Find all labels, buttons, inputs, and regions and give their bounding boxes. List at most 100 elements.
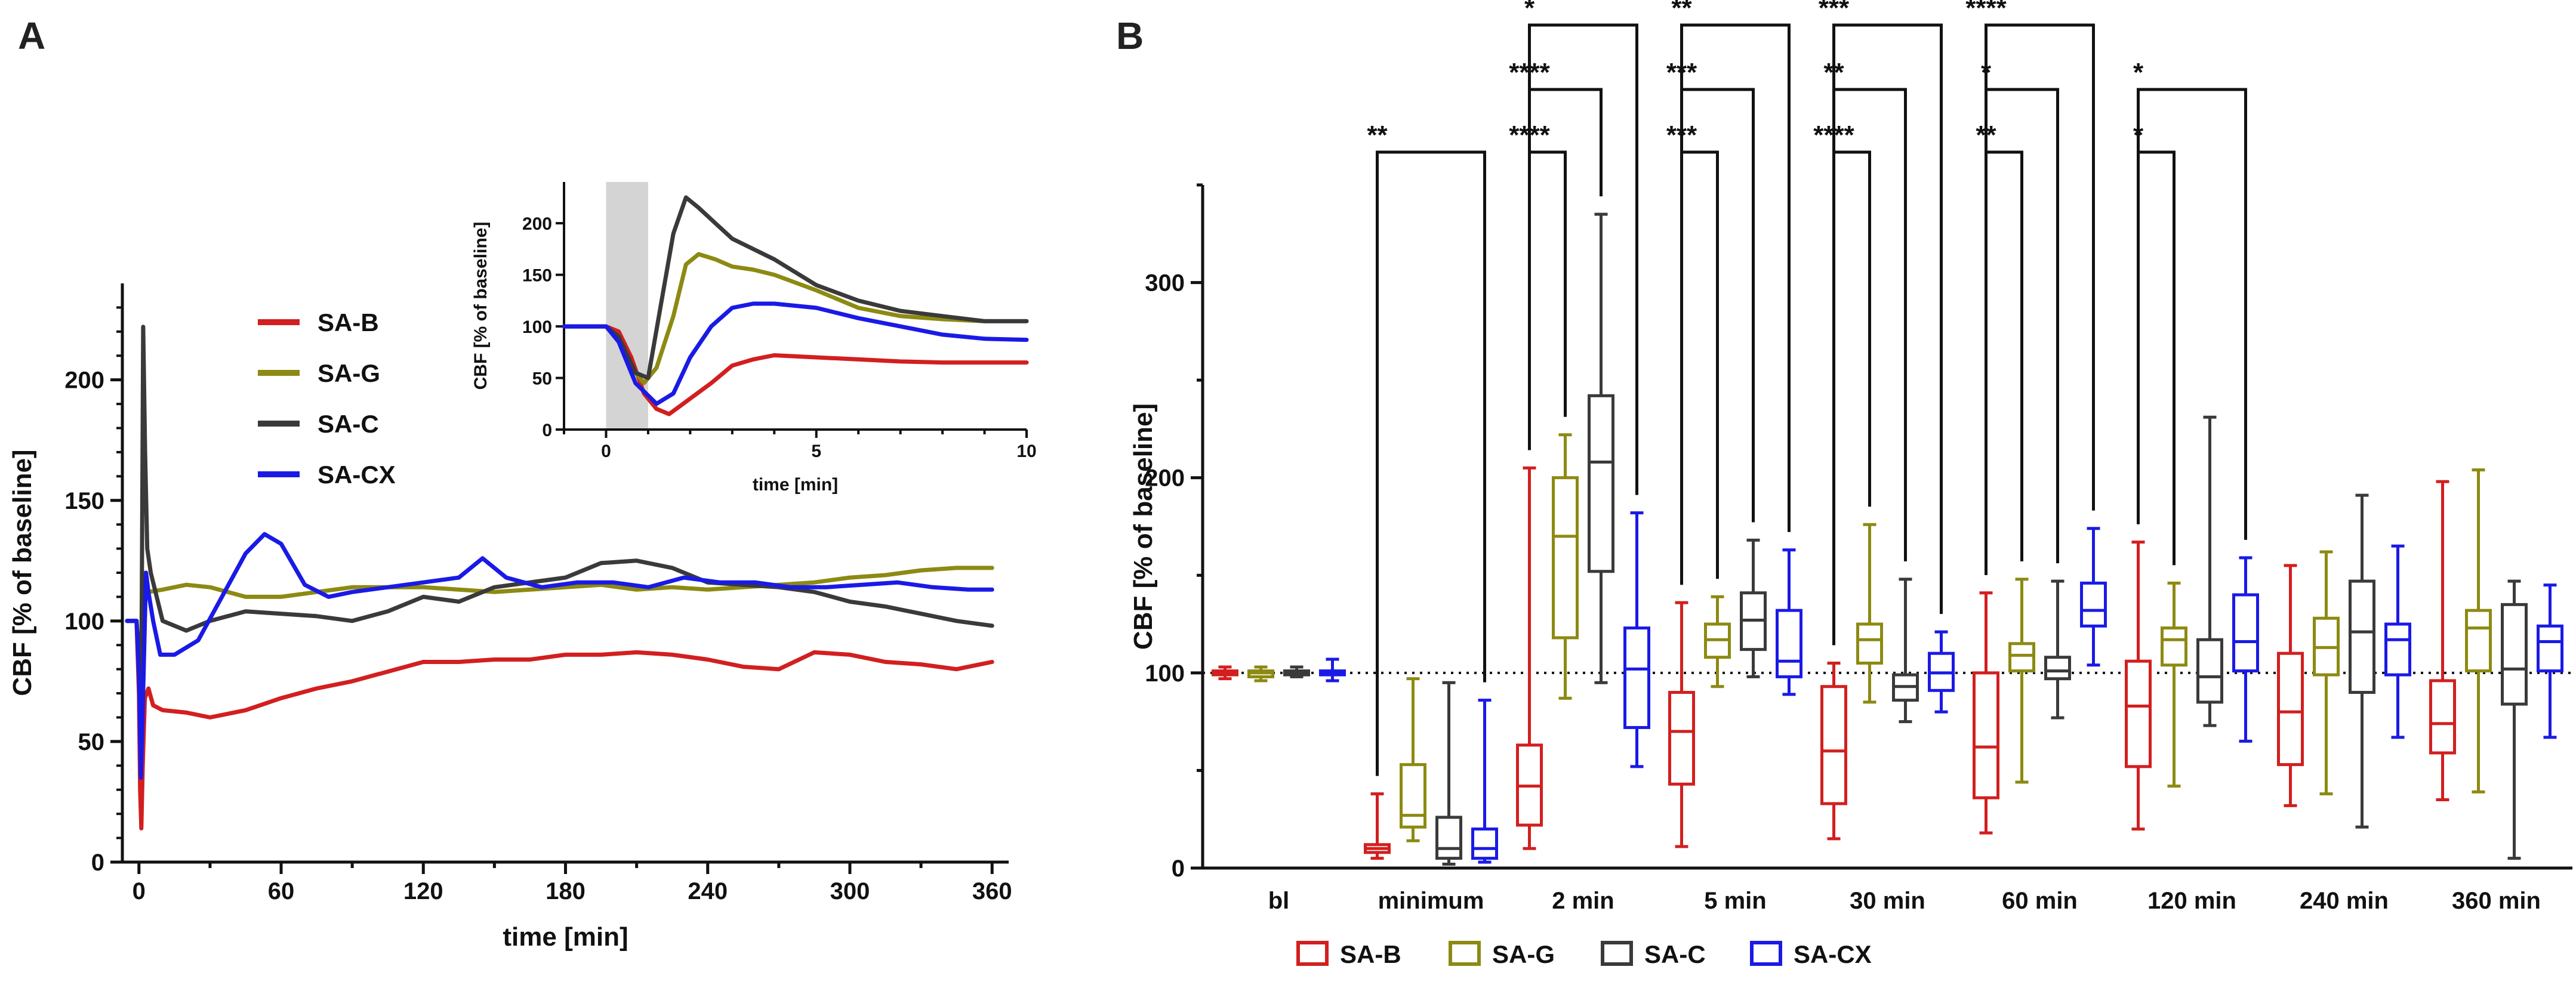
legend-swatch-sa-cx <box>1750 941 1782 966</box>
significance-label-120-min-14: * <box>2133 58 2144 87</box>
legend-label-sa-cx: SA-CX <box>318 461 396 489</box>
box-sa-b-120-min <box>2125 659 2152 768</box>
legend-swatch-sa-g <box>1449 941 1481 966</box>
box-sa-g-60-min <box>2008 642 2035 673</box>
box-sa-cx-60-min <box>2080 581 2107 628</box>
significance-bracket-30-min-7 <box>1832 150 1871 646</box>
box-sa-b-60-min <box>1973 671 1999 799</box>
box-sa-g-minimum <box>1400 763 1426 829</box>
box-sa-c-minimum <box>1435 816 1462 860</box>
inset-y-tick-label: 50 <box>532 369 552 389</box>
box-sa-cx-minimum <box>1471 827 1498 860</box>
category-label-5-min: 5 min <box>1704 888 1766 914</box>
box-sa-cx-120-min <box>2232 593 2259 673</box>
y-tick-label: 100 <box>64 609 104 635</box>
line-sa-b <box>125 619 994 830</box>
box-sa-b-30-min <box>1820 685 1847 805</box>
category-label-360-min: 360 min <box>2452 888 2541 914</box>
inset-x-axis-title: time [min] <box>753 475 838 495</box>
inset-x-tick-label: 0 <box>601 441 611 461</box>
y-tick-label: 50 <box>78 729 105 755</box>
category-label-240-min: 240 min <box>2300 888 2389 914</box>
legend-label-sa-g: SA-G <box>318 359 380 387</box>
box-sa-c-120-min <box>2196 638 2223 704</box>
x-tick-label: 120 <box>403 878 443 904</box>
inset-x-tick-label: 10 <box>1016 441 1036 461</box>
x-tick-label: 60 <box>268 878 295 904</box>
legend-label-sa-c: SA-C <box>1644 940 1706 968</box>
panel-a-legend: SA-B SA-G SA-C SA-CX <box>258 308 396 489</box>
category-label-bl: bl <box>1268 888 1290 914</box>
panel-a-inset-chart: 0 50 100 150 200 0 5 10 time [min] CBF [% of base… <box>471 182 1037 495</box>
line-sa-c <box>125 325 994 756</box>
inset-y-tick-label: 0 <box>542 421 552 440</box>
x-tick-label: 240 <box>688 878 728 904</box>
category-label-minimum: minimum <box>1378 888 1484 914</box>
significance-bracket-60-min-12 <box>1985 23 2095 575</box>
inset-line-sa-c <box>562 195 1029 380</box>
box-sa-b-240-min <box>2277 651 2304 767</box>
y-axis-title: CBF [% of baseline] <box>8 449 37 696</box>
box-sa-b-360-min <box>2429 679 2456 755</box>
box-sa-g-120-min <box>2161 626 2187 667</box>
legend-label-sa-b: SA-B <box>1340 940 1401 968</box>
box-sa-c-2-min <box>1588 394 1614 573</box>
box-sa-g-360-min <box>2465 609 2492 673</box>
y-tick-label: 0 <box>91 850 104 876</box>
y-tick-label: 200 <box>1145 465 1185 492</box>
y-axis-title: CBF [% of baseline] <box>1129 403 1158 650</box>
significance-bracket-5-min-6 <box>1680 23 1791 585</box>
box-sa-c-240-min <box>2349 579 2375 694</box>
significance-label-30-min-9: *** <box>1819 0 1850 23</box>
significance-bracket-120-min-13 <box>2137 150 2176 566</box>
significance-label-2-min-3: * <box>1524 0 1535 23</box>
inset-line-sa-cx <box>562 301 1029 406</box>
inset-y-tick-label: 150 <box>522 266 552 286</box>
x-tick-label: 300 <box>830 878 870 904</box>
panel-b-legend: SA-B SA-G SA-C SA-CX <box>1296 940 1872 968</box>
significance-bracket-2-min-3 <box>1528 23 1638 495</box>
x-tick-label: 0 <box>133 878 146 904</box>
significance-bracket-5-min-4 <box>1680 150 1719 585</box>
box-sa-cx-360-min <box>2537 624 2563 673</box>
box-sa-g-30-min <box>1856 622 1883 665</box>
legend-swatch-sa-b <box>1296 941 1329 966</box>
significance-label-5-min-6: ** <box>1671 0 1692 23</box>
box-sa-b-5-min <box>1668 691 1695 786</box>
inset-y-tick-label: 200 <box>522 214 552 234</box>
x-tick-label: 360 <box>972 878 1012 904</box>
legend-label-sa-cx: SA-CX <box>1794 940 1872 968</box>
legend-label-sa-g: SA-G <box>1492 940 1555 968</box>
x-tick-label: 180 <box>546 878 586 904</box>
legend-label-sa-b: SA-B <box>318 308 379 336</box>
panel-b-box-chart: 100 200 300 0 CBF [% of baseline] bl minimum 2 … <box>1129 0 2572 914</box>
significance-label-minimum-0: ** <box>1367 121 1388 150</box>
inset-y-axis-title: CBF [% of baseline] <box>471 222 491 390</box>
significance-bracket-30-min-9 <box>1832 23 1943 646</box>
x-axis-title: time [min] <box>503 922 628 952</box>
category-label-30-min: 30 min <box>1850 888 1925 914</box>
inset-x-tick-label: 5 <box>811 441 821 461</box>
legend-swatch-sa-c <box>1601 941 1633 966</box>
y-tick-label: 100 <box>1145 660 1185 687</box>
significance-bracket-60-min-10 <box>1985 150 2023 575</box>
category-label-2-min: 2 min <box>1552 888 1614 914</box>
y-tick-label: 0 <box>1172 856 1185 882</box>
inset-y-tick-label: 100 <box>522 317 552 337</box>
box-sa-cx-240-min <box>2384 622 2411 677</box>
y-tick-label: 200 <box>64 368 104 394</box>
box-sa-c-60-min <box>2044 656 2071 681</box>
box-sa-g-2-min <box>1552 476 1579 640</box>
category-label-60-min: 60 min <box>2002 888 2078 914</box>
inset-line-sa-b <box>562 324 1029 416</box>
box-sa-cx-5-min <box>1776 609 1802 678</box>
significance-label-60-min-12: **** <box>1965 0 2007 23</box>
y-tick-label: 150 <box>64 488 104 514</box>
significance-bracket-minimum-0 <box>1376 150 1486 776</box>
box-sa-cx-2-min <box>1623 626 1650 729</box>
box-sa-c-360-min <box>2501 603 2528 706</box>
category-label-120-min: 120 min <box>2147 888 2236 914</box>
significance-bracket-120-min-14 <box>2137 88 2247 540</box>
